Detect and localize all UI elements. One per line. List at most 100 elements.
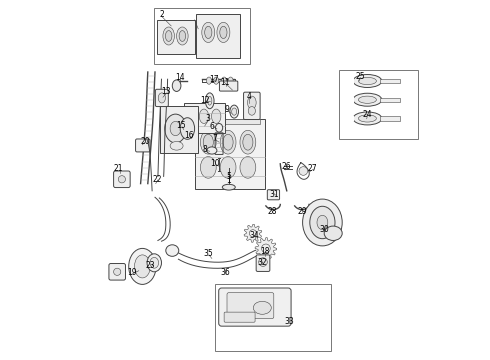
Ellipse shape [358, 96, 376, 103]
Ellipse shape [129, 248, 156, 284]
Ellipse shape [199, 109, 209, 123]
Text: 18: 18 [260, 247, 270, 256]
FancyBboxPatch shape [256, 255, 270, 271]
Ellipse shape [206, 77, 212, 84]
Ellipse shape [216, 123, 222, 132]
Circle shape [114, 268, 121, 275]
Text: 22: 22 [152, 175, 162, 184]
Bar [196, 14, 240, 58]
Circle shape [262, 244, 270, 253]
Bar [154, 8, 250, 64]
Ellipse shape [172, 80, 181, 91]
Text: 24: 24 [363, 110, 372, 119]
FancyBboxPatch shape [136, 139, 150, 152]
FancyBboxPatch shape [109, 264, 125, 280]
Text: 16: 16 [184, 131, 194, 140]
FancyBboxPatch shape [220, 81, 238, 91]
Circle shape [299, 167, 308, 175]
Text: 4: 4 [246, 92, 251, 101]
Ellipse shape [230, 105, 239, 118]
FancyBboxPatch shape [227, 293, 274, 319]
Ellipse shape [317, 215, 328, 230]
Ellipse shape [353, 93, 382, 106]
Text: 36: 36 [220, 269, 230, 277]
Ellipse shape [166, 245, 179, 256]
Text: 35: 35 [203, 249, 213, 258]
Ellipse shape [150, 257, 159, 268]
Text: 28: 28 [267, 207, 277, 216]
Ellipse shape [220, 130, 236, 154]
Text: 15: 15 [176, 121, 186, 130]
Text: 21: 21 [114, 164, 123, 173]
Text: 14: 14 [175, 73, 185, 82]
FancyBboxPatch shape [155, 89, 169, 107]
Text: 3: 3 [206, 114, 211, 123]
Text: 34: 34 [249, 231, 259, 240]
Ellipse shape [232, 108, 237, 115]
Ellipse shape [200, 157, 216, 178]
Ellipse shape [212, 109, 221, 123]
Ellipse shape [247, 96, 256, 109]
Ellipse shape [202, 22, 215, 42]
Ellipse shape [353, 75, 382, 87]
Ellipse shape [214, 77, 219, 84]
Bar [380, 116, 400, 121]
Text: 11: 11 [220, 78, 230, 87]
Ellipse shape [134, 255, 150, 278]
Text: 1: 1 [226, 176, 231, 185]
Ellipse shape [165, 114, 186, 143]
Ellipse shape [240, 130, 256, 154]
Ellipse shape [200, 130, 216, 154]
Text: 12: 12 [200, 96, 209, 105]
Ellipse shape [170, 141, 183, 150]
Ellipse shape [163, 27, 174, 45]
Text: 7: 7 [212, 134, 217, 143]
Text: 29: 29 [297, 207, 307, 216]
FancyBboxPatch shape [219, 288, 291, 326]
Ellipse shape [207, 147, 217, 154]
Text: 33: 33 [284, 317, 294, 325]
Text: 23: 23 [146, 261, 155, 270]
Ellipse shape [187, 109, 196, 123]
Ellipse shape [243, 134, 253, 150]
Ellipse shape [303, 199, 342, 246]
Ellipse shape [221, 77, 227, 84]
Text: 26: 26 [282, 162, 291, 171]
FancyBboxPatch shape [244, 92, 260, 120]
Ellipse shape [203, 134, 213, 150]
Ellipse shape [228, 77, 233, 84]
FancyBboxPatch shape [114, 171, 130, 188]
Ellipse shape [223, 134, 233, 150]
Bar [195, 119, 265, 189]
Ellipse shape [147, 254, 162, 272]
Text: 19: 19 [127, 269, 136, 277]
Ellipse shape [205, 93, 214, 109]
Ellipse shape [170, 121, 181, 136]
FancyBboxPatch shape [224, 312, 255, 322]
Text: 6: 6 [209, 122, 214, 131]
Text: 27: 27 [308, 164, 318, 173]
Text: 5: 5 [226, 172, 231, 181]
Ellipse shape [158, 93, 166, 103]
Polygon shape [244, 224, 262, 242]
Ellipse shape [248, 107, 255, 115]
Bar [160, 106, 198, 153]
Ellipse shape [310, 206, 335, 239]
Text: 32: 32 [257, 258, 267, 267]
Ellipse shape [180, 118, 195, 139]
Circle shape [118, 176, 125, 183]
Circle shape [249, 230, 256, 237]
Ellipse shape [217, 22, 230, 42]
Bar [380, 98, 400, 102]
Ellipse shape [176, 27, 188, 45]
Bar [199, 119, 261, 124]
Text: 13: 13 [161, 87, 171, 96]
Text: 8: 8 [202, 145, 207, 154]
Ellipse shape [358, 115, 376, 122]
Bar [339, 70, 418, 139]
Text: 10: 10 [211, 159, 220, 168]
Text: 17: 17 [210, 75, 219, 84]
Ellipse shape [353, 112, 382, 125]
Text: 9: 9 [224, 105, 229, 114]
Text: 20: 20 [140, 137, 150, 146]
